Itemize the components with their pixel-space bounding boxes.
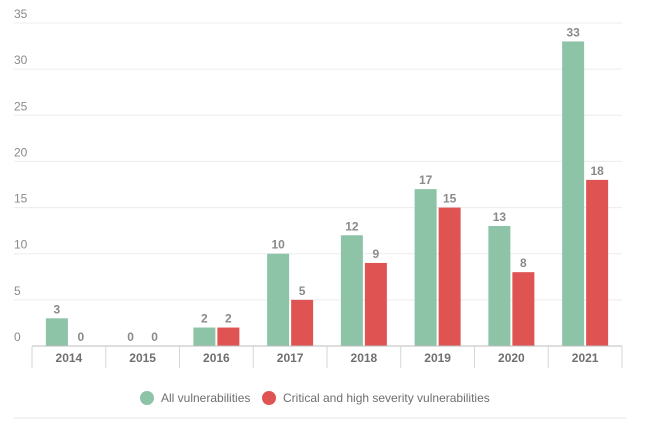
- x-tick-label: 2016: [203, 351, 230, 365]
- bar: [364, 262, 387, 346]
- legend: All vulnerabilities Critical and high sev…: [14, 391, 626, 419]
- y-tick-label: 15: [14, 192, 28, 206]
- bar: [267, 253, 290, 346]
- legend-label: All vulnerabilities: [161, 391, 250, 405]
- y-tick-label: 20: [14, 145, 28, 159]
- legend-swatch: [140, 391, 154, 405]
- data-label: 18: [590, 164, 604, 178]
- data-label: 0: [127, 330, 134, 344]
- data-label: 12: [345, 219, 359, 233]
- data-label: 5: [299, 284, 306, 298]
- data-label: 2: [225, 312, 232, 326]
- bar: [291, 299, 314, 346]
- data-label: 0: [78, 330, 85, 344]
- x-tick-label: 2014: [56, 351, 83, 365]
- x-tick-label: 2015: [129, 351, 156, 365]
- y-axis-ticks: 0 5 10 15 20 25 30 35: [14, 7, 28, 344]
- data-label: 8: [520, 256, 527, 270]
- data-label: 33: [566, 25, 580, 39]
- x-axis: 2014 2015 2016 2017 2018 2019 2020 2021: [31, 345, 623, 368]
- x-tick-label: 2019: [424, 351, 451, 365]
- bar: [340, 235, 363, 346]
- legend-label: Critical and high severity vulnerabiliti…: [283, 391, 490, 405]
- y-tick-label: 35: [14, 7, 28, 21]
- bars: [45, 41, 609, 346]
- y-tick-label: 5: [14, 284, 21, 298]
- data-label: 2: [201, 312, 208, 326]
- data-label: 17: [419, 173, 433, 187]
- data-label: 15: [443, 192, 457, 206]
- y-tick-label: 30: [14, 53, 28, 67]
- grid-lines: [14, 22, 622, 301]
- x-tick-label: 2021: [572, 351, 599, 365]
- legend-swatch: [262, 391, 276, 405]
- data-label: 10: [271, 238, 285, 252]
- y-tick-label: 10: [14, 238, 28, 252]
- bar: [488, 226, 511, 346]
- data-labels: 3 0 0 0 2 2 10 5 12 9 17 15 13 8 33 18: [54, 25, 605, 344]
- x-tick-label: 2017: [277, 351, 304, 365]
- bar: [438, 207, 461, 346]
- bar: [562, 41, 585, 346]
- data-label: 3: [54, 302, 61, 316]
- bar: [512, 272, 535, 346]
- bar: [586, 179, 609, 346]
- data-label: 0: [151, 330, 158, 344]
- bar: [217, 327, 240, 346]
- bar: [414, 189, 437, 346]
- bar: [45, 318, 68, 346]
- data-label: 9: [373, 247, 380, 261]
- x-tick-label: 2020: [498, 351, 525, 365]
- y-tick-label: 25: [14, 99, 28, 113]
- data-label: 13: [493, 210, 507, 224]
- bar: [193, 327, 216, 346]
- y-tick-label: 0: [14, 330, 21, 344]
- x-tick-label: 2018: [351, 351, 378, 365]
